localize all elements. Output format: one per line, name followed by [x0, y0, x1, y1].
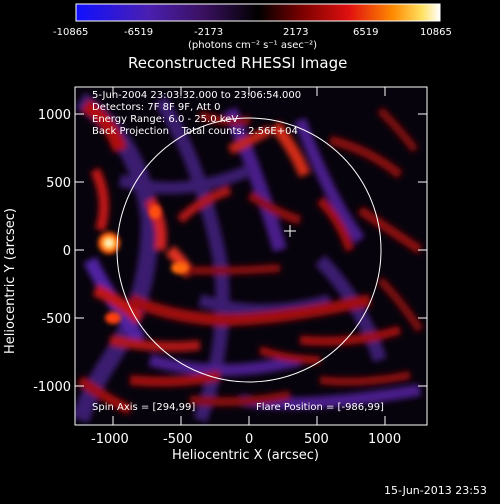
colorbar-tick: -2173 — [194, 27, 223, 38]
image-texture — [75, 92, 424, 423]
y-tick-label: 500 — [46, 176, 71, 191]
spin-axis-label: Spin Axis = [294,99] — [92, 402, 195, 413]
y-tick-label: -500 — [41, 312, 71, 327]
colorbar-gradient — [76, 4, 440, 21]
plot-frame — [74, 86, 428, 426]
flare-position-label: Flare Position = [-986,99] — [256, 402, 384, 413]
colorbar: -10865 -6519 -2173 2173 6519 10865 (phot… — [53, 3, 452, 51]
solar-limb-circle — [116, 117, 382, 383]
x-tick-label: -1000 — [91, 432, 129, 447]
image-title: Reconstructed RHESSI Image — [128, 54, 347, 72]
info-line-time: 5-Jun-2004 23:03:32.000 to 23:06:54.000 — [92, 90, 301, 101]
x-axis-label: Heliocentric X (arcsec) — [172, 448, 319, 463]
info-line-method: Back Projection Total counts: 2.56E+04 — [92, 126, 298, 137]
axis-ticks — [75, 87, 427, 425]
colorbar-tick: -6519 — [124, 27, 153, 38]
reconstructed-image — [75, 87, 427, 425]
colorbar-tick: 10865 — [420, 27, 452, 38]
colorbar-tick: -10865 — [53, 27, 88, 38]
colorbar-tick: 2173 — [283, 27, 308, 38]
x-tick-label: 500 — [304, 432, 329, 447]
y-tick-label: 0 — [63, 244, 71, 259]
info-line-detectors: Detectors: 7F 8F 9F, Att 0 — [92, 102, 220, 113]
y-tick-label: -1000 — [33, 380, 71, 395]
info-line-energy: Energy Range: 6.0 - 25.0 keV — [92, 114, 238, 125]
y-tick-labels: 1000 500 0 -500 -1000 — [33, 108, 71, 395]
x-tick-label: 0 — [245, 432, 253, 447]
colorbar-frame — [75, 3, 441, 22]
y-axis-label: Heliocentric Y (arcsec) — [3, 208, 18, 354]
y-tick-label: 1000 — [38, 108, 71, 123]
info-block: 5-Jun-2004 23:03:32.000 to 23:06:54.000 … — [92, 90, 301, 137]
timestamp: 15-Jun-2013 23:53 — [384, 484, 487, 497]
x-tick-label: 1000 — [368, 432, 401, 447]
colorbar-tick: 6519 — [353, 27, 378, 38]
flare-source — [98, 205, 189, 324]
x-tick-label: -500 — [163, 432, 193, 447]
x-tick-labels: -1000 -500 0 500 1000 — [91, 432, 401, 447]
spin-axis-marker — [284, 225, 296, 237]
colorbar-unit-label: (photons cm⁻² s⁻¹ asec⁻²) — [188, 40, 317, 51]
